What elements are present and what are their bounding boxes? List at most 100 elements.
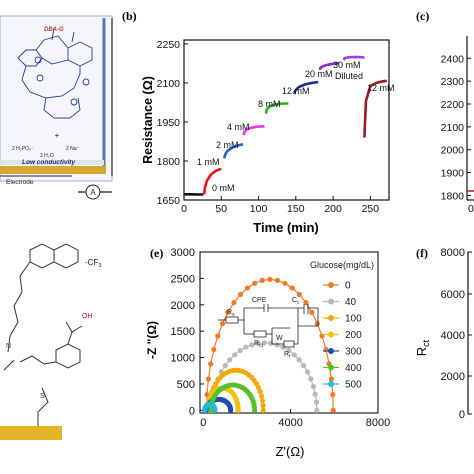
cpe-label: CPE: [252, 297, 267, 304]
solution-band: [0, 160, 104, 165]
y-tick-label-f: 2000: [441, 371, 465, 383]
x-tick-label-b: 250: [362, 203, 380, 215]
annotation-b: 1 mM: [197, 157, 220, 167]
legend-title-e: Glucose(mg/dL): [310, 260, 374, 270]
ammeter-icon: [85, 184, 101, 200]
data-point-e-100: [260, 407, 266, 413]
molecule-icon: [17, 27, 93, 119]
data-point-e-0: [328, 376, 334, 382]
y-tick-label-c: 2100: [441, 122, 465, 134]
y-tick-label-b: 1650: [157, 195, 181, 207]
data-point-e-100: [260, 402, 266, 409]
data-point-e-0: [330, 407, 336, 413]
data-point-e-40: [313, 399, 320, 405]
y-axis-label-f: Rct: [414, 339, 431, 356]
electrode-bar: [0, 166, 106, 174]
nh-label: N: [6, 343, 11, 350]
y-axis-label-b: Resistance (Ω): [141, 76, 155, 164]
x-tick-label-b: 0: [181, 203, 187, 215]
y-tick-label-e: 0: [189, 405, 195, 417]
data-point-e-0: [244, 285, 250, 291]
chain-bond: [9, 261, 31, 337]
data-point-e-40: [301, 363, 307, 369]
plus-sign: +: [55, 131, 60, 140]
y-tick-label-e: 500: [177, 379, 195, 391]
y-tick-label-f: 6000: [441, 289, 465, 301]
ammeter-label: A: [90, 188, 96, 197]
data-point-e-0: [211, 346, 217, 353]
annotation-b: 2 mM: [216, 140, 239, 150]
x-tick-label-e: 4000: [278, 417, 302, 429]
x-tick-label-e: 0: [200, 417, 206, 429]
series-line-b-6: [318, 61, 340, 71]
y-axis-label-e: -Z "(Ω): [145, 321, 159, 359]
water-text: 2 H₂O: [40, 153, 54, 159]
data-point-e-40: [222, 363, 228, 369]
y-tick-label-c: 1900: [441, 168, 465, 180]
plot-frame-e: [199, 251, 379, 414]
s-label: S: [40, 393, 45, 400]
legend-marker-e: [328, 381, 334, 387]
data-point-e-40: [255, 340, 261, 346]
legend-label-e: 40: [345, 297, 357, 308]
w-label: W: [276, 335, 283, 342]
annotation-b: Diluted: [335, 71, 363, 81]
x-tick-label-b: 200: [324, 203, 342, 215]
data-point-e-40: [308, 376, 314, 382]
series-line-b-4: [264, 102, 289, 114]
legend-label-e: 500: [345, 380, 362, 391]
resistor-rf: [283, 340, 295, 348]
data-point-e-40: [310, 383, 316, 389]
annotation-b: 12 mM: [367, 83, 395, 93]
x-tick-label-b: 50: [215, 203, 227, 215]
x-tick-label-b: 100: [250, 203, 268, 215]
data-point-e-40: [268, 340, 274, 346]
y-tick-label-b: 2250: [157, 39, 181, 51]
data-point-e-0: [215, 333, 221, 339]
series-line-b-7: [342, 55, 365, 61]
data-point-e-40: [291, 352, 297, 358]
data-point-e-0: [289, 285, 295, 291]
y-tick-label-e: 1500: [171, 326, 195, 338]
data-point-e-0: [296, 291, 302, 297]
y-tick-label-c: 1800: [441, 190, 465, 202]
y-tick-label-b: 1950: [157, 117, 181, 129]
data-point-e-0: [259, 277, 265, 283]
panel-label-e: (e): [150, 246, 163, 260]
cation-text: 2 Na⁺: [66, 146, 80, 152]
y-tick-label-f: 8000: [441, 247, 465, 259]
series-line-b-1: [202, 167, 222, 195]
annotation-b: 8 mM: [258, 99, 281, 109]
legend-marker-e: [328, 331, 334, 338]
rs-label: Rs: [227, 309, 235, 318]
molecule-panel-d: [0, 243, 83, 440]
panel-label-f: (f): [416, 246, 428, 260]
legend-label-e: 0: [345, 281, 351, 292]
data-point-e-40: [237, 347, 243, 354]
x-tick-label-b: 150: [287, 203, 305, 215]
data-point-e-100: [259, 398, 266, 404]
series-line-b-3: [242, 125, 265, 136]
annotation-b: 20 mM: [305, 69, 333, 79]
legend-marker-e: [328, 282, 334, 288]
data-point-e-0: [309, 309, 315, 315]
series-line-b-5: [293, 80, 319, 95]
y-tick-label-e: 2000: [171, 300, 195, 312]
bonds: [19, 321, 83, 365]
series-line-b-8: [363, 79, 387, 138]
plot-frame-b: [183, 39, 390, 201]
data-point-e-40: [274, 342, 280, 348]
ring-1: [29, 243, 55, 269]
y-tick-label-e: 1000: [171, 353, 195, 365]
cf3-label: -CF3: [85, 258, 101, 269]
anion-text: 2 H₂PO₄⁻: [12, 146, 34, 152]
x-axis-label-b: Time (min): [253, 220, 319, 235]
gold-substrate: [0, 426, 62, 440]
data-point-e-0: [314, 321, 320, 327]
data-point-e-0: [231, 300, 237, 306]
legend-label-e: 200: [345, 330, 362, 341]
cc-label: Cc: [292, 297, 300, 306]
y-tick-label-c: 2300: [441, 76, 465, 88]
data-point-e-100: [257, 389, 263, 395]
data-point-e-0: [237, 291, 244, 297]
